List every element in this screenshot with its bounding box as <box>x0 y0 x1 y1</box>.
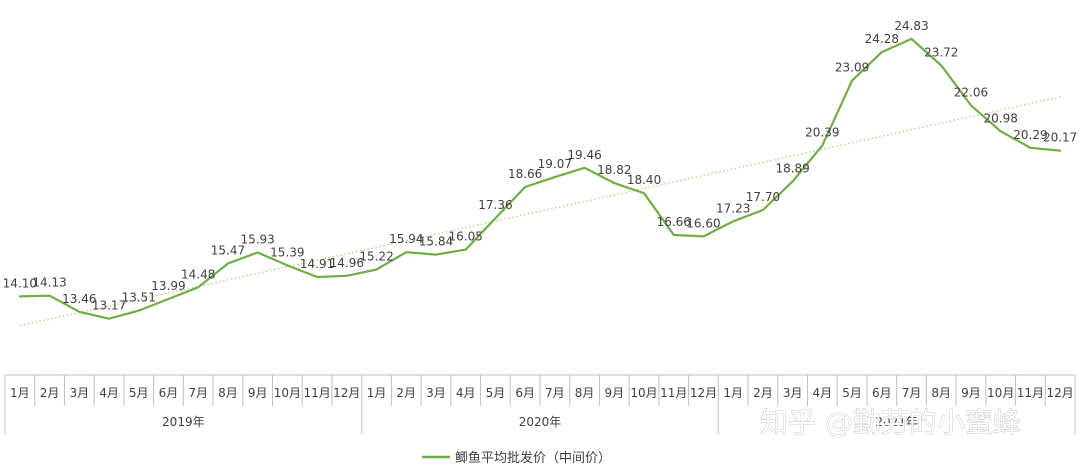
month-tick-label: 7月 <box>902 386 922 400</box>
month-tick-label: 4月 <box>99 386 119 400</box>
data-label: 14.13 <box>32 276 66 290</box>
month-tick-label: 7月 <box>545 386 565 400</box>
data-label: 14.48 <box>181 267 215 281</box>
year-tick-label: 2021年 <box>875 415 918 429</box>
data-label: 18.89 <box>775 161 809 175</box>
data-label: 20.98 <box>984 111 1018 125</box>
data-label: 18.66 <box>508 167 542 181</box>
year-tick-label: 2019年 <box>162 415 205 429</box>
month-tick-label: 1月 <box>367 386 387 400</box>
data-label: 13.17 <box>92 299 126 313</box>
month-tick-label: 5月 <box>842 386 862 400</box>
month-tick-label: 1月 <box>723 386 743 400</box>
month-tick-label: 5月 <box>129 386 149 400</box>
month-tick-label: 11月 <box>1017 386 1044 400</box>
month-tick-label: 2月 <box>753 386 773 400</box>
watermark: 知乎 @勤劳的小蜜蜂 <box>760 406 1021 439</box>
month-tick-label: 8月 <box>575 386 595 400</box>
data-label: 13.46 <box>62 292 96 306</box>
data-label: 17.23 <box>716 201 750 215</box>
month-tick-label: 4月 <box>456 386 476 400</box>
month-tick-label: 12月 <box>333 386 360 400</box>
data-label: 16.60 <box>686 216 720 230</box>
month-tick-label: 11月 <box>303 386 330 400</box>
series-line <box>18 37 1062 320</box>
month-tick-label: 3月 <box>69 386 89 400</box>
month-tick-label: 10月 <box>987 386 1014 400</box>
legend: 鲫鱼平均批发价（中间价） <box>422 450 611 466</box>
data-label: 15.39 <box>270 245 304 259</box>
data-label: 22.06 <box>954 85 988 99</box>
data-label: 24.28 <box>865 32 899 46</box>
data-label: 16.66 <box>657 215 691 229</box>
month-tick-label: 2月 <box>40 386 60 400</box>
month-tick-label: 12月 <box>690 386 717 400</box>
trendline <box>19 96 1061 327</box>
data-label: 18.40 <box>627 173 661 187</box>
month-tick-label: 4月 <box>813 386 833 400</box>
trendline-layer <box>19 96 1061 327</box>
data-label: 15.84 <box>419 235 453 249</box>
month-tick-label: 7月 <box>188 386 208 400</box>
month-tick-label: 12月 <box>1046 386 1073 400</box>
month-tick-label: 9月 <box>248 386 268 400</box>
data-label: 15.47 <box>211 244 245 258</box>
month-tick-label: 9月 <box>604 386 624 400</box>
data-label: 17.36 <box>478 198 512 212</box>
legend-label: 鲫鱼平均批发价（中间价） <box>455 450 611 466</box>
month-tick-label: 10月 <box>630 386 657 400</box>
data-label: 15.94 <box>389 232 423 246</box>
data-label: 14.10 <box>3 276 37 290</box>
month-tick-label: 1月 <box>10 386 30 400</box>
data-label: 17.70 <box>746 190 780 204</box>
month-tick-label: 5月 <box>486 386 506 400</box>
month-tick-label: 6月 <box>515 386 535 400</box>
category-axis: 1月 2月 3月 4月 5月 6月 7月 8月 9月 10月 11月 12月 1月 2月 3月 4月 5月 6月 7… <box>4 374 1076 434</box>
month-tick-label: 6月 <box>159 386 179 400</box>
data-label: 13.99 <box>151 279 185 293</box>
month-tick-label: 3月 <box>426 386 446 400</box>
month-tick-label: 8月 <box>218 386 238 400</box>
data-label: 15.22 <box>359 250 393 264</box>
data-label: 23.09 <box>835 61 869 75</box>
month-tick-label: 2月 <box>396 386 416 400</box>
month-tick-label: 11月 <box>660 386 687 400</box>
data-label: 20.39 <box>805 125 839 139</box>
month-tick-label: 10月 <box>274 386 301 400</box>
year-tick-label: 2020年 <box>519 415 562 429</box>
data-label: 20.29 <box>1013 128 1047 142</box>
series-line-layer <box>18 37 1062 320</box>
data-label: 16.05 <box>449 230 483 244</box>
month-tick-label: 9月 <box>961 386 981 400</box>
data-label: 15.93 <box>240 232 274 246</box>
data-label: 20.17 <box>1043 131 1077 145</box>
month-tick-label: 8月 <box>931 386 951 400</box>
data-label: 14.91 <box>300 257 334 271</box>
data-label: 24.83 <box>894 19 928 33</box>
data-label: 18.82 <box>597 163 631 177</box>
data-label: 23.72 <box>924 46 958 60</box>
data-label: 14.96 <box>330 256 364 270</box>
month-tick-label: 3月 <box>783 386 803 400</box>
data-label: 13.51 <box>122 291 156 305</box>
month-tick-label: 6月 <box>872 386 892 400</box>
data-label: 19.07 <box>538 157 572 171</box>
data-label: 19.46 <box>567 148 601 162</box>
